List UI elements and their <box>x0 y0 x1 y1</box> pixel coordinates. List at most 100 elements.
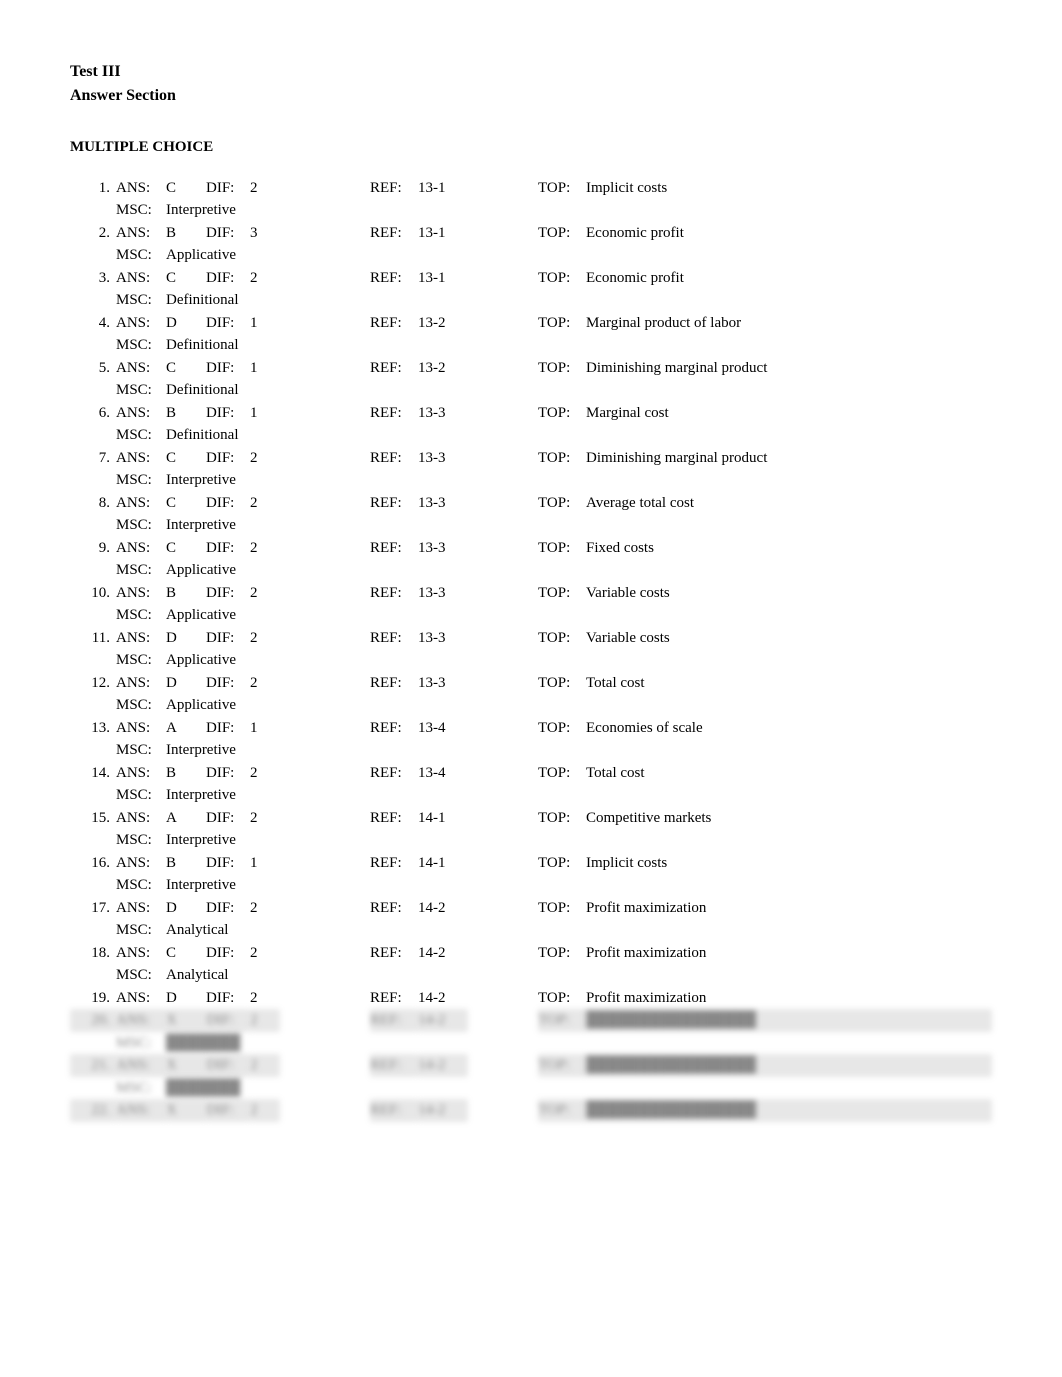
ref-value: 14-2 <box>418 987 468 1010</box>
answer-line-main: 11.ANS:DDIF:2REF:13-3TOP:Variable costs <box>70 627 992 650</box>
ref-value: 13-3 <box>418 582 468 605</box>
ref-label: REF: <box>370 672 418 695</box>
answer-row: 11.ANS:DDIF:2REF:13-3TOP:Variable costsM… <box>70 627 992 672</box>
top-label: TOP: <box>538 537 586 560</box>
answer-line-msc: MSC:Definitional <box>70 289 992 312</box>
top-label: TOP: <box>538 807 586 830</box>
top-value: Marginal cost <box>586 402 992 425</box>
answer-line-msc: MSC:Applicative <box>70 244 992 267</box>
ans-label: ANS: <box>116 897 166 920</box>
top-value: Economic profit <box>586 267 992 290</box>
msc-label: MSC: <box>116 649 166 672</box>
ans-label: ANS: <box>116 717 166 740</box>
ref-label: REF: <box>370 1009 418 1032</box>
dif-value: 2 <box>250 267 280 290</box>
dif-value: 1 <box>250 312 280 335</box>
answer-line-main: 4.ANS:DDIF:1REF:13-2TOP:Marginal product… <box>70 312 992 335</box>
answer-row: 6.ANS:BDIF:1REF:13-3TOP:Marginal costMSC… <box>70 402 992 447</box>
top-label: TOP: <box>538 672 586 695</box>
top-value: Profit maximization <box>586 897 992 920</box>
msc-label: MSC: <box>116 379 166 402</box>
msc-value: Interpretive <box>166 199 236 222</box>
answer-line-msc: MSC:Interpretive <box>70 514 992 537</box>
msc-value: Interpretive <box>166 469 236 492</box>
ans-value: X <box>166 1054 206 1077</box>
row-number: 17. <box>70 897 116 920</box>
msc-value: Interpretive <box>166 784 236 807</box>
dif-label: DIF: <box>206 222 250 245</box>
ans-label: ANS: <box>116 177 166 200</box>
dif-value: 3 <box>250 222 280 245</box>
top-label: TOP: <box>538 222 586 245</box>
answer-line-main: 22.ANS:XDIF:2REF:14-2TOP:███████████████… <box>70 1099 992 1122</box>
row-number: 15. <box>70 807 116 830</box>
answer-line-msc: MSC:███████ <box>70 1077 992 1100</box>
dif-label: DIF: <box>206 672 250 695</box>
answer-line-main: 6.ANS:BDIF:1REF:13-3TOP:Marginal cost <box>70 402 992 425</box>
top-label: TOP: <box>538 312 586 335</box>
dif-label: DIF: <box>206 717 250 740</box>
answer-row: 15.ANS:ADIF:2REF:14-1TOP:Competitive mar… <box>70 807 992 852</box>
section-heading: MULTIPLE CHOICE <box>70 136 992 159</box>
top-value: Economies of scale <box>586 717 992 740</box>
top-label: TOP: <box>538 1009 586 1032</box>
answer-row: 10.ANS:BDIF:2REF:13-3TOP:Variable costsM… <box>70 582 992 627</box>
top-value: Profit maximization <box>586 987 992 1010</box>
answer-row: 12.ANS:DDIF:2REF:13-3TOP:Total costMSC:A… <box>70 672 992 717</box>
ans-label: ANS: <box>116 942 166 965</box>
dif-label: DIF: <box>206 852 250 875</box>
dif-value: 2 <box>250 492 280 515</box>
row-number: 21. <box>70 1054 116 1077</box>
dif-value: 1 <box>250 402 280 425</box>
ans-label: ANS: <box>116 987 166 1010</box>
ans-value: C <box>166 447 206 470</box>
dif-label: DIF: <box>206 762 250 785</box>
msc-label: MSC: <box>116 829 166 852</box>
row-number: 13. <box>70 717 116 740</box>
msc-label: MSC: <box>116 244 166 267</box>
ans-label: ANS: <box>116 1054 166 1077</box>
answer-line-main: 13.ANS:ADIF:1REF:13-4TOP:Economies of sc… <box>70 717 992 740</box>
ref-label: REF: <box>370 177 418 200</box>
top-value: Profit maximization <box>586 942 992 965</box>
ref-label: REF: <box>370 492 418 515</box>
msc-label: MSC: <box>116 289 166 312</box>
answer-rows: 1.ANS:CDIF:2REF:13-1TOP:Implicit costsMS… <box>70 177 992 1122</box>
dif-value: 2 <box>250 807 280 830</box>
row-number: 22. <box>70 1099 116 1122</box>
ans-label: ANS: <box>116 537 166 560</box>
row-number: 10. <box>70 582 116 605</box>
ref-label: REF: <box>370 897 418 920</box>
ans-label: ANS: <box>116 447 166 470</box>
top-value: Average total cost <box>586 492 992 515</box>
answer-line-msc: MSC:Interpretive <box>70 469 992 492</box>
ans-value: C <box>166 357 206 380</box>
ans-label: ANS: <box>116 1009 166 1032</box>
top-value: Diminishing marginal product <box>586 447 992 470</box>
ref-value: 13-3 <box>418 402 468 425</box>
dif-label: DIF: <box>206 447 250 470</box>
ref-label: REF: <box>370 1054 418 1077</box>
answer-row: 14.ANS:BDIF:2REF:13-4TOP:Total costMSC:I… <box>70 762 992 807</box>
msc-value: Analytical <box>166 919 228 942</box>
ref-label: REF: <box>370 942 418 965</box>
answer-line-main: 2.ANS:BDIF:3REF:13-1TOP:Economic profit <box>70 222 992 245</box>
ref-label: REF: <box>370 1099 418 1122</box>
answer-line-main: 7.ANS:CDIF:2REF:13-3TOP:Diminishing marg… <box>70 447 992 470</box>
dif-label: DIF: <box>206 942 250 965</box>
ans-value: D <box>166 627 206 650</box>
ref-value: 13-1 <box>418 267 468 290</box>
answer-line-main: 12.ANS:DDIF:2REF:13-3TOP:Total cost <box>70 672 992 695</box>
document-header: Test III Answer Section <box>70 60 992 108</box>
ref-value: 13-1 <box>418 222 468 245</box>
row-number: 9. <box>70 537 116 560</box>
row-number: 19. <box>70 987 116 1010</box>
top-label: TOP: <box>538 1099 586 1122</box>
ans-label: ANS: <box>116 627 166 650</box>
msc-label: MSC: <box>116 964 166 987</box>
answer-row: 19.ANS:DDIF:2REF:14-2TOP:Profit maximiza… <box>70 987 992 1010</box>
top-value: Marginal product of labor <box>586 312 992 335</box>
ref-value: 13-1 <box>418 177 468 200</box>
msc-value: Interpretive <box>166 829 236 852</box>
msc-value: Interpretive <box>166 514 236 537</box>
